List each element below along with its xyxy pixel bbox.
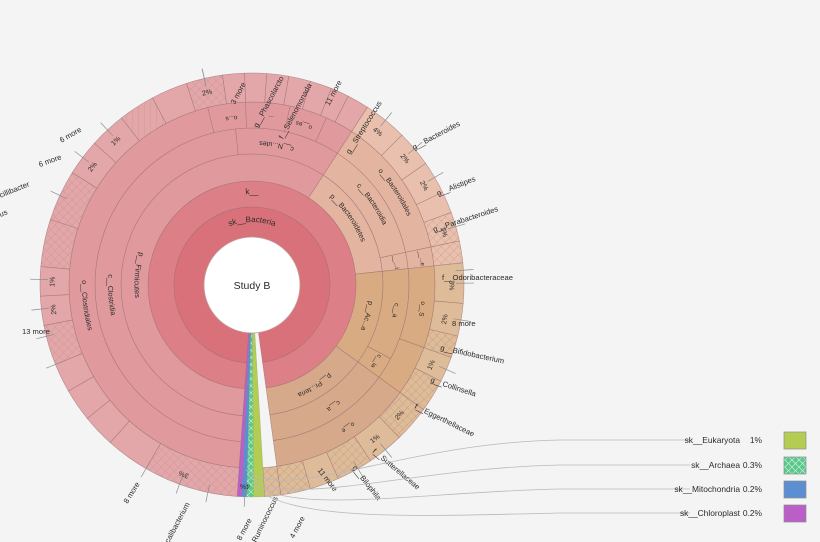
legend: 1%sk__Eukaryota0.3%sk__Archaea0.2%sk__Mi… — [245, 431, 807, 523]
label-eight-more-left: 8 more — [122, 480, 142, 505]
label-o-trunc4: o__S — [417, 301, 426, 317]
label-faecalibacterium: f__Faecalibacterium — [152, 501, 192, 542]
label-six-more-a-leader — [46, 361, 63, 369]
label-odoribacteraceae: f__Odoribacteraceae — [442, 273, 513, 282]
label-oscillibacter-leader — [31, 307, 50, 311]
pct-parabacteroides: 2% — [418, 180, 429, 192]
label-eight-more-right: 8 more — [452, 319, 476, 328]
label-o-trunc2: ... — [268, 114, 274, 122]
label-streptococcus-leader — [201, 68, 207, 87]
sliver-archaea-hatch — [246, 332, 254, 498]
label-ruminococcus-leader — [243, 488, 246, 507]
arc-hatch — [379, 392, 424, 438]
legend-swatch[interactable] — [783, 456, 807, 475]
label-bacteroides-leader — [380, 112, 392, 127]
label-thirteen-more-leader — [140, 461, 151, 478]
label-phascolarcto-leader — [74, 151, 90, 163]
arc-hatch — [50, 172, 97, 229]
arc-hatch — [186, 75, 227, 111]
label-eggerthellaceae-leader — [438, 366, 456, 374]
arc-hatch — [40, 219, 78, 270]
arc-genus[interactable] — [244, 72, 268, 103]
label-four-more-bottom: 4 more — [288, 515, 307, 540]
pct-bacteroides: 4% — [371, 126, 383, 138]
legend-connector — [248, 464, 561, 490]
legend-label: sk__Chloroplast — [680, 508, 741, 518]
label-six-more-b-leader — [36, 334, 55, 340]
label-sk-bacteria: sk__Bacteria — [227, 215, 277, 228]
arc-hatch — [146, 443, 240, 497]
label-parabacteroides-leader — [427, 172, 444, 182]
label-six-more-b: 6 more — [37, 152, 62, 169]
label-bacteroides: g__Bacteroides — [411, 119, 462, 152]
pct-sutterellaceae: 1% — [369, 433, 381, 445]
label-eight-more-right-leader — [455, 269, 474, 272]
label-eight-more-left-leader — [175, 476, 183, 494]
pct-unnamed-1: 2% — [394, 409, 406, 421]
label-collinsella-leader — [453, 318, 472, 322]
legend-label: sk__Eukaryota — [685, 435, 741, 445]
pct-streptococcus: 2% — [202, 89, 213, 98]
legend-connector — [245, 439, 561, 481]
label-butyricicoccus: g__Butyricicoccus — [0, 207, 9, 238]
arc-hatch — [276, 460, 311, 496]
legend-swatch[interactable] — [783, 431, 807, 450]
center-label: Study B — [234, 280, 271, 292]
legend-connector — [254, 487, 561, 516]
label-sutterellaceae-leader — [380, 443, 392, 458]
label-bilophila-leader — [353, 461, 364, 478]
label-alistipes-leader — [408, 142, 423, 155]
label-odoribacteraceae-leader — [448, 223, 466, 230]
arc-hatch — [400, 368, 441, 410]
label-kingdom: k__ — [245, 187, 259, 196]
legend-value: 0.2% — [743, 508, 763, 518]
pct-faecalibacterium: 3% — [178, 469, 190, 479]
pct-oscillibacter: 2% — [50, 304, 58, 315]
label-three-more-leader — [50, 190, 68, 200]
legend-connector — [251, 481, 561, 501]
pct-collinsella: 2% — [441, 314, 450, 325]
pct-ruminococcus: 4% — [240, 482, 250, 489]
label-ruminococcus: g__Ruminococcus — [244, 495, 280, 542]
label-six-more-a: 6 more — [58, 125, 83, 145]
legend-swatch[interactable] — [783, 504, 807, 523]
legend-value: 0.2% — [743, 484, 763, 494]
legend-value: 1% — [750, 435, 763, 445]
legend-label: sk__Mitochondria — [674, 484, 740, 494]
label-o-trunc1: o...s — [225, 114, 238, 122]
label-sutterellaceae: f__Sutterellaceae — [371, 447, 422, 492]
label-selenomonada-leader — [100, 122, 114, 137]
label-eggerthellaceae: f__Eggerthellaceae — [413, 402, 476, 439]
pct-odoribacteraceae: 1% — [439, 226, 449, 238]
legend-label: sk__Archaea — [691, 460, 740, 470]
label-alistipes: g__Alistipes — [435, 174, 477, 198]
pct-eggerthellaceae: 1% — [427, 359, 437, 371]
label-c-trunc2: c__a — [390, 303, 399, 319]
arc-hatch — [262, 466, 281, 497]
pct-butyricicoccus: 1% — [49, 277, 56, 287]
label-faecalibacterium-leader — [205, 484, 210, 503]
legend-swatch[interactable] — [783, 480, 807, 499]
label-oscillibacter: g__Oscillibacter — [0, 179, 31, 208]
arc-hatch — [121, 97, 167, 141]
label-o-trunc6: o__es — [295, 119, 313, 131]
arc-hatch — [431, 240, 463, 266]
center-hole — [203, 236, 301, 334]
arc-hatch — [326, 436, 371, 479]
pct-bifidobacterium: 3% — [447, 280, 454, 290]
pct-phascolarcto: 2% — [87, 161, 99, 173]
legend-value: 0.3% — [743, 460, 763, 470]
label-thirteen-more: 13 more — [22, 327, 50, 336]
pct-alistipes: 2% — [399, 153, 411, 165]
arc-hatch — [423, 212, 460, 247]
arc-hatch — [43, 319, 83, 365]
